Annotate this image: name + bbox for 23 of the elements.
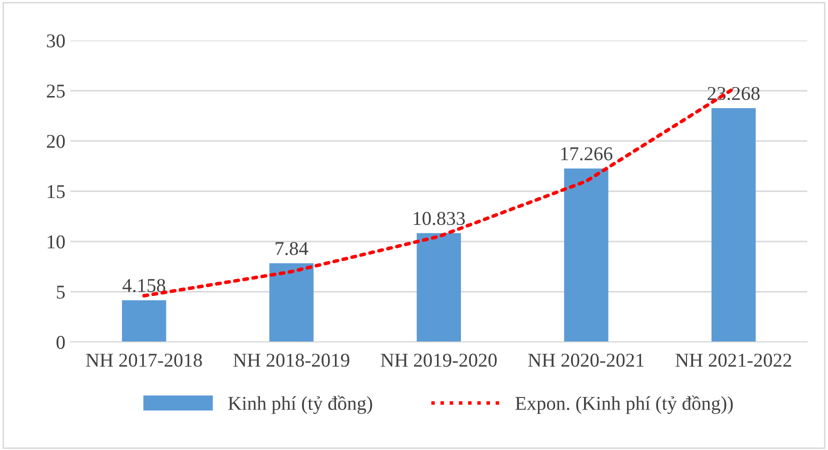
- x-tick-label: NH 2021-2022: [676, 354, 792, 367]
- bar: [416, 233, 461, 342]
- y-tick-label: 15: [48, 185, 65, 198]
- x-tick-label: NH 2019-2020: [380, 354, 497, 367]
- y-tick-label: 10: [48, 235, 65, 248]
- y-tick-label: 30: [47, 34, 65, 48]
- y-tick-label: 5: [56, 286, 65, 299]
- bar: [269, 263, 314, 342]
- x-tick-label: NH 2017-2018: [86, 354, 202, 367]
- y-tick-label: 25: [46, 84, 65, 98]
- y-tick-label: 0: [56, 336, 65, 349]
- bar: [564, 168, 608, 342]
- legend-label: Expon. (Kinh phí (tỷ đồng)): [515, 396, 733, 414]
- data-label: 10.833: [414, 212, 465, 226]
- legend-label: Kinh phí (tỷ đồng): [228, 396, 372, 414]
- y-tick-label: 20: [46, 134, 65, 148]
- data-label: 17.266: [561, 147, 612, 160]
- data-label: 7.84: [276, 242, 308, 256]
- bar: [122, 300, 166, 342]
- bar: [712, 108, 756, 342]
- x-tick-label: NH 2018-2019: [233, 354, 350, 367]
- data-label: 4.158: [122, 278, 166, 292]
- x-tick-label: NH 2020-2021: [528, 354, 644, 367]
